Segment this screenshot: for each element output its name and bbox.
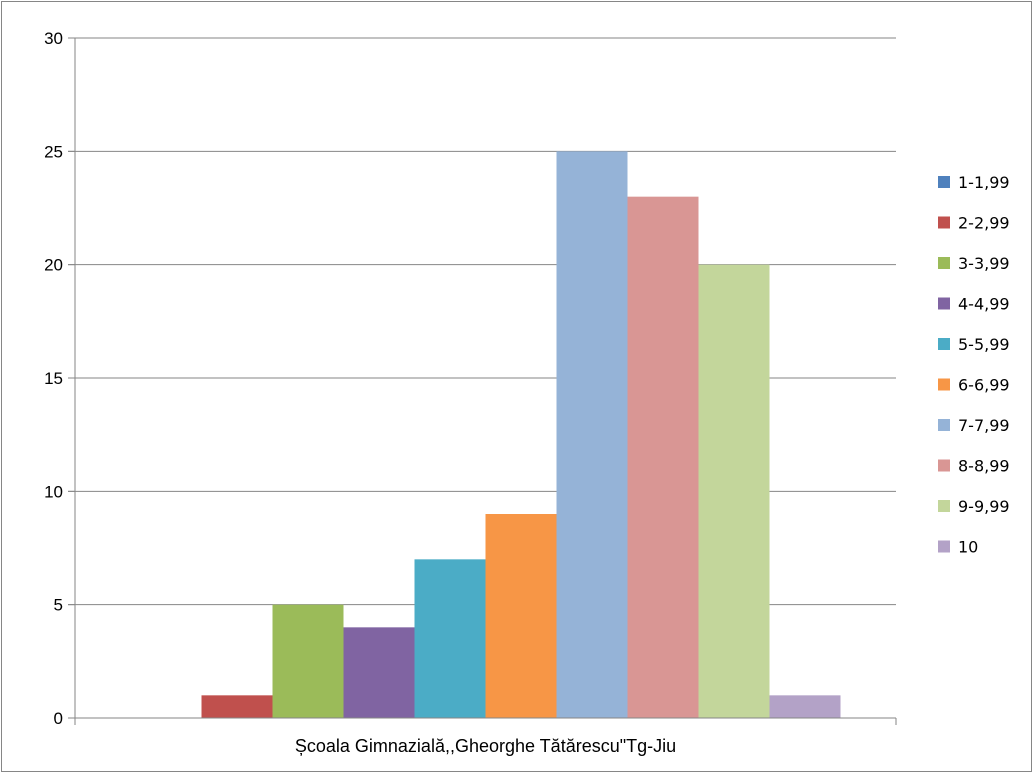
legend-label: 7-7,99 — [958, 416, 1010, 435]
legend-swatch — [938, 540, 950, 553]
y-tick-label: 10 — [44, 482, 63, 501]
bar-7-7-99 — [556, 151, 628, 719]
legend-label: 2-2,99 — [958, 214, 1010, 233]
bar-9-9-99 — [698, 264, 770, 718]
legend-swatch — [938, 257, 950, 269]
y-tick-label: 5 — [54, 596, 63, 615]
legend-label: 8-8,99 — [958, 457, 1010, 476]
legend-swatch — [938, 297, 950, 310]
bar-4-4-99 — [343, 627, 415, 718]
y-tick-label: 20 — [44, 256, 63, 275]
y-tick-label: 30 — [44, 29, 63, 48]
legend-swatch — [938, 338, 950, 350]
legend-swatch — [938, 216, 950, 229]
bar-2-2-99 — [201, 695, 273, 718]
y-tick-label: 0 — [54, 709, 63, 728]
legend-label: 6-6,99 — [958, 376, 1010, 395]
legend-label: 1-1,99 — [958, 173, 1010, 192]
bar-5-5-99 — [414, 559, 486, 718]
legend-label: 5-5,99 — [958, 335, 1010, 354]
legend-label: 10 — [958, 538, 978, 557]
bar-10 — [769, 695, 841, 718]
x-category-label: Școala Gimnazială,,Gheorghe Tătărescu"Tg… — [295, 736, 676, 756]
x-axis-categories: Școala Gimnazială,,Gheorghe Tătărescu"Tg… — [295, 736, 676, 756]
y-axis-ticks: 0 5 10 15 20 25 30 — [44, 29, 75, 728]
y-tick-label: 15 — [44, 369, 63, 388]
legend-swatch — [938, 419, 950, 431]
bar-8-8-99 — [627, 196, 699, 718]
legend-swatch — [938, 500, 950, 512]
legend-swatch — [938, 459, 950, 472]
legend-label: 4-4,99 — [958, 295, 1010, 314]
bar-6-6-99 — [485, 514, 557, 718]
legend-swatch — [938, 378, 950, 391]
legend-label: 3-3,99 — [958, 254, 1010, 273]
gridlines — [68, 37, 896, 606]
bar-3-3-99 — [272, 604, 344, 718]
bars — [201, 151, 841, 719]
legend-label: 9-9,99 — [958, 497, 1010, 516]
legend: 1-1,99 2-2,99 3-3,99 4-4,99 5-5,99 6-6,99 7-7,… — [938, 173, 1010, 557]
y-tick-label: 25 — [44, 142, 63, 161]
legend-swatch — [938, 176, 950, 188]
